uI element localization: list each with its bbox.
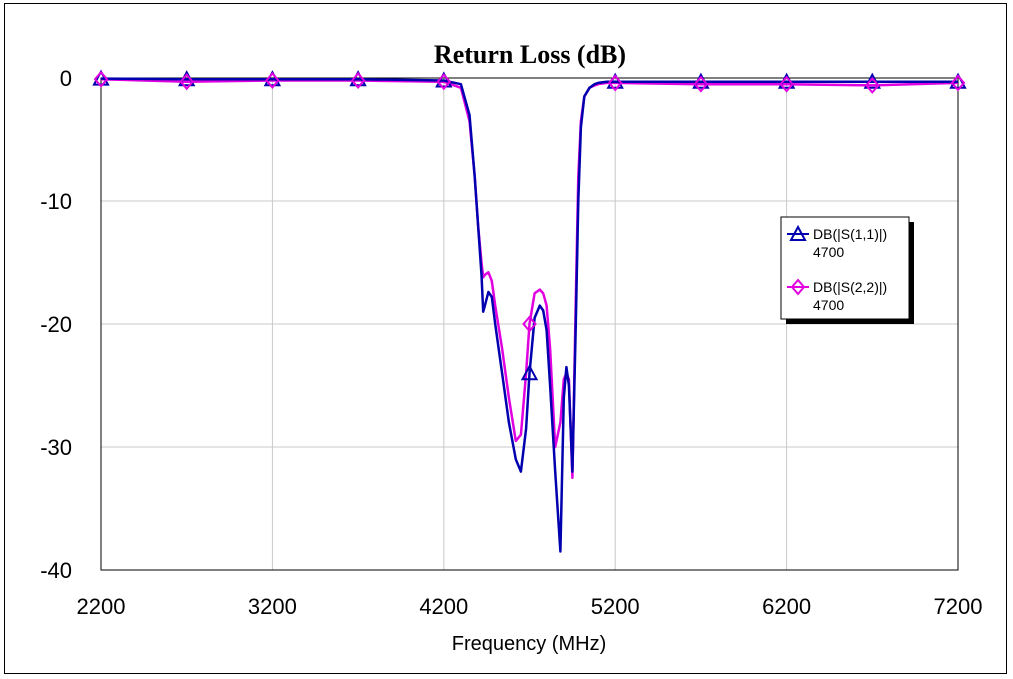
triangle-marker xyxy=(520,364,539,381)
diamond-marker xyxy=(350,71,366,89)
legend-diamond-marker xyxy=(790,278,806,296)
diamond-marker xyxy=(607,74,623,92)
diamond-marker xyxy=(93,70,109,88)
legend-label-1: DB(|S(1,1)|) xyxy=(813,226,887,242)
triangle-marker xyxy=(92,69,110,86)
legend-items: DB(|S(1,1)|) 4700 DB(|S(2,2)|) 4700 xyxy=(787,224,887,313)
diamond-marker xyxy=(950,74,966,92)
legend-sublabel-2: 4700 xyxy=(813,297,844,313)
x-axis-label: Frequency (MHz) xyxy=(452,633,606,655)
x-tick-label: 5200 xyxy=(591,594,640,619)
diamond-marker xyxy=(693,75,709,93)
diamond-marker xyxy=(522,315,537,333)
y-axis-ticks: 0 -10 -20 -30 -40 xyxy=(40,66,72,583)
series-line-1 xyxy=(100,77,958,553)
diamond-marker xyxy=(436,73,452,91)
legend: DB(|S(1,1)|) 4700 DB(|S(2,2)|) 4700 xyxy=(780,216,914,324)
y-tick-label: -20 xyxy=(40,312,72,337)
x-tick-label: 6200 xyxy=(762,594,811,619)
legend-label-2: DB(|S(2,2)|) xyxy=(813,279,887,295)
diamond-marker xyxy=(779,75,794,93)
chart-title: Return Loss (dB) xyxy=(434,40,626,69)
diamond-marker xyxy=(265,71,280,89)
x-tick-label: 7200 xyxy=(934,594,983,619)
diamond-marker xyxy=(864,76,880,94)
x-tick-label: 3200 xyxy=(248,594,297,619)
y-tick-label: -40 xyxy=(40,558,72,583)
legend-sublabel-1: 4700 xyxy=(813,244,844,260)
diamond-marker xyxy=(179,73,195,91)
y-tick-label: -30 xyxy=(40,435,72,460)
x-tick-label: 2200 xyxy=(77,594,126,619)
series-layer xyxy=(92,69,967,553)
x-tick-label: 4200 xyxy=(419,594,468,619)
y-tick-label: 0 xyxy=(60,66,72,91)
plot-area xyxy=(100,77,959,571)
x-axis-ticks: 2200 3200 4200 5200 6200 7200 xyxy=(77,594,983,619)
chart-frame xyxy=(4,3,1007,674)
y-tick-label: -10 xyxy=(40,189,72,214)
legend-triangle-marker xyxy=(789,224,807,241)
